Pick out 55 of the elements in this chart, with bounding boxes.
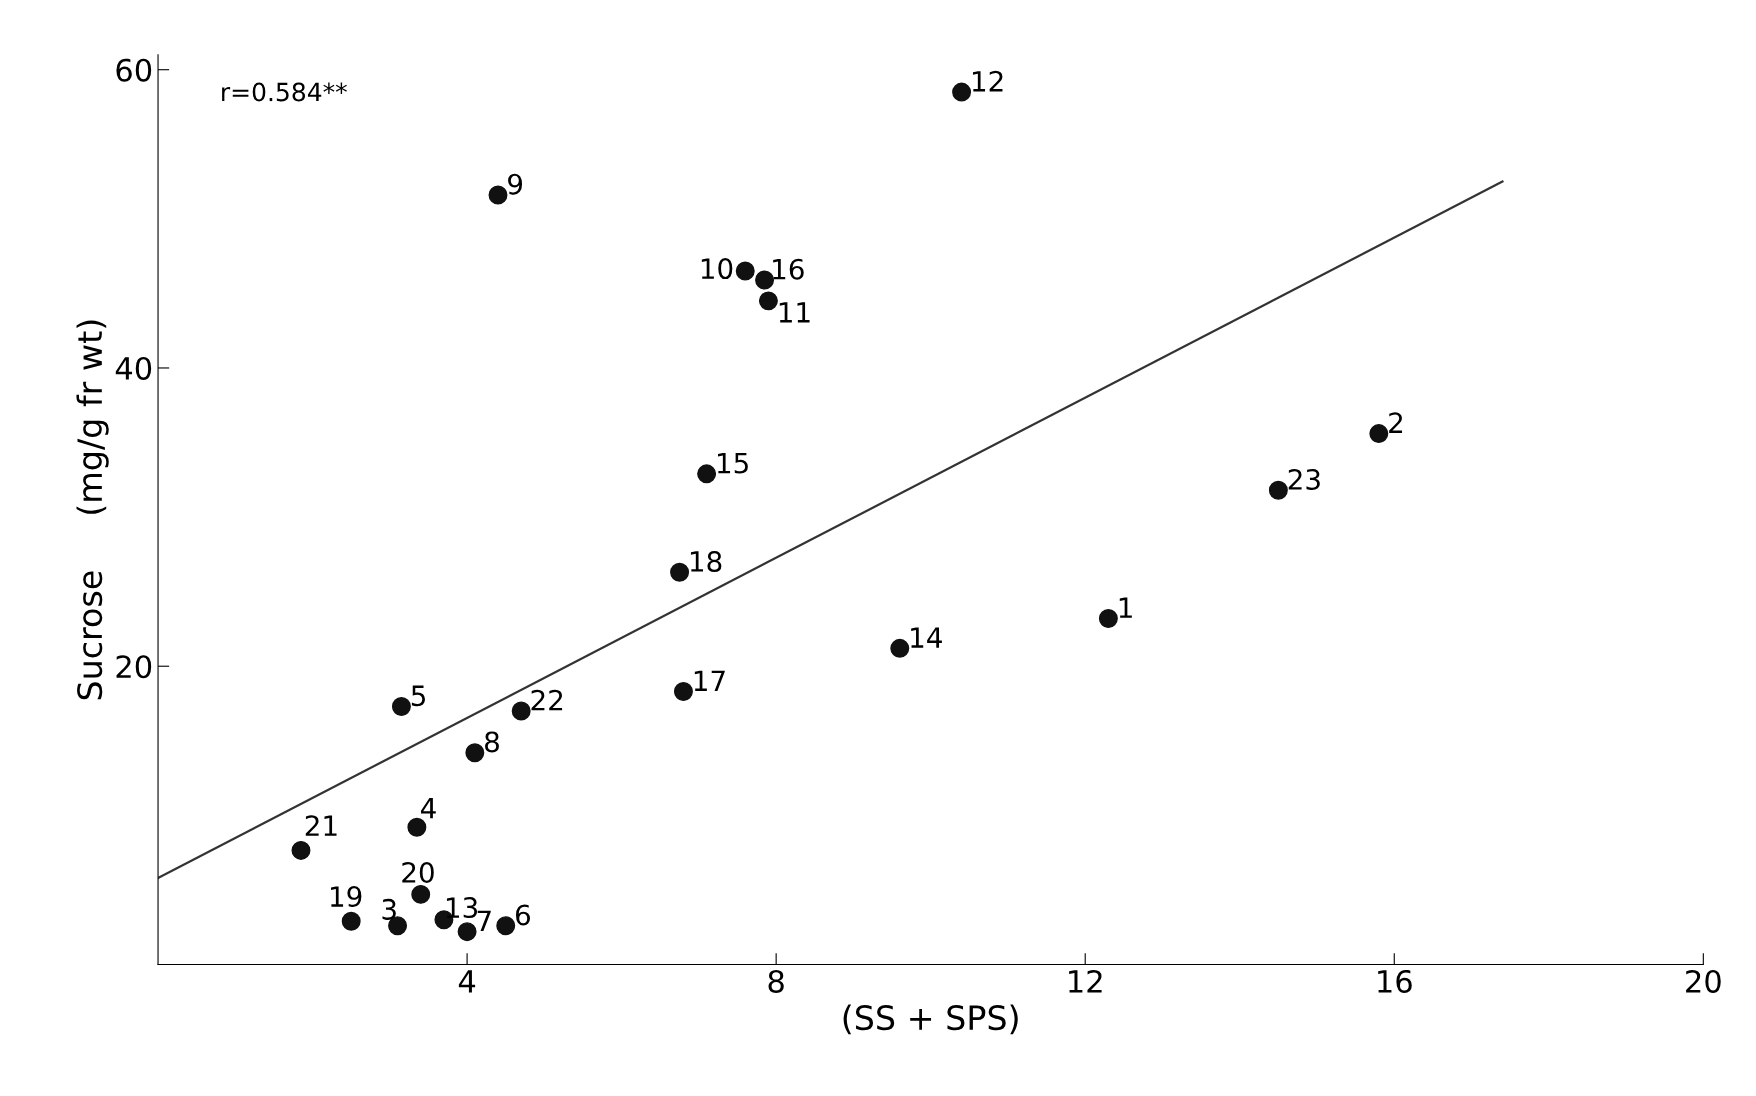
- annotation: 17: [694, 670, 725, 691]
- point: [755, 270, 775, 290]
- annotation: 20: [402, 861, 434, 884]
- point: [735, 261, 755, 281]
- point: [758, 291, 778, 311]
- annotation: 2: [1389, 412, 1403, 433]
- annotation: 7: [477, 910, 491, 931]
- annotation: 3: [382, 898, 396, 920]
- annotation: 12: [972, 70, 1003, 92]
- point: [391, 697, 411, 716]
- annotation: 19: [331, 886, 362, 908]
- annotation: r=0.584**: [222, 82, 347, 102]
- point: [1268, 480, 1288, 500]
- annotation: 15: [718, 452, 748, 474]
- y-axis-title: Sucrose (mg/g fr wt): [76, 320, 109, 700]
- annotation: 4: [421, 798, 436, 819]
- annotation: 9: [508, 173, 523, 195]
- x-tick-label: 12: [1069, 969, 1102, 993]
- point: [411, 884, 431, 904]
- point: [952, 82, 972, 102]
- annotation: 18: [690, 550, 722, 572]
- x-tick-label: 8: [768, 969, 784, 993]
- annotation: 14: [911, 627, 942, 648]
- x-tick-label: 20: [1686, 969, 1721, 993]
- annotation: 13: [446, 897, 478, 919]
- annotation: 21: [305, 815, 337, 836]
- point: [1098, 609, 1118, 628]
- annotation: 1: [1119, 597, 1132, 618]
- x-tick-label: 16: [1378, 969, 1412, 993]
- annotation: 8: [485, 731, 499, 753]
- point: [670, 562, 690, 582]
- point: [697, 464, 717, 484]
- point: [1369, 424, 1389, 444]
- point: [496, 916, 516, 936]
- point: [465, 743, 485, 763]
- annotation: 11: [779, 302, 810, 323]
- point: [511, 701, 531, 721]
- annotation: 6: [516, 904, 530, 926]
- y-tick-label: 60: [116, 58, 152, 82]
- annotation: 5: [411, 685, 425, 707]
- y-tick-label: 40: [115, 356, 152, 381]
- point: [457, 922, 477, 942]
- x-tick-label: 4: [458, 970, 476, 993]
- point: [673, 682, 693, 702]
- point: [407, 817, 427, 837]
- point: [890, 638, 910, 658]
- annotation: 10: [701, 258, 733, 280]
- annotation: 16: [773, 258, 804, 280]
- y-tick-label: 20: [116, 655, 152, 679]
- x-axis-title: (SS + SPS): [843, 1004, 1018, 1035]
- annotation: 22: [531, 689, 563, 711]
- annotation: 23: [1288, 468, 1320, 490]
- point: [488, 185, 508, 205]
- point: [341, 911, 361, 931]
- point: [291, 840, 311, 860]
